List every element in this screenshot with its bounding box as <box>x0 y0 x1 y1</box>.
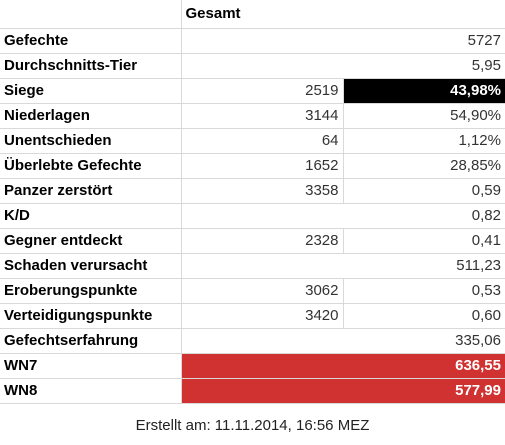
row-value-relative: 0,59 <box>343 178 505 204</box>
row-value-absolute: 64 <box>181 128 344 154</box>
row-value-relative: 54,90% <box>343 103 505 129</box>
row-kd: K/D 0,82 <box>0 203 505 229</box>
row-label: Verteidigungspunkte <box>0 303 182 329</box>
row-value-relative: 0,60 <box>343 303 505 329</box>
row-label: Eroberungspunkte <box>0 278 182 304</box>
row-value-relative: 5727 <box>181 28 505 54</box>
row-value-absolute: 3062 <box>181 278 344 304</box>
row-schaden-verursacht: Schaden verursacht 511,23 <box>0 253 505 279</box>
row-value-absolute: 3358 <box>181 178 344 204</box>
column-header-gesamt: Gesamt <box>181 0 505 29</box>
row-value-absolute: 2519 <box>181 78 344 104</box>
row-label: Gefechtserfahrung <box>0 328 182 354</box>
row-label: Schaden verursacht <box>0 253 182 279</box>
row-siege: Siege 2519 43,98% <box>0 78 505 104</box>
row-label: WN7 <box>0 353 182 379</box>
row-value-relative: 28,85% <box>343 153 505 179</box>
row-label: Durchschnitts-Tier <box>0 53 182 79</box>
row-label: Niederlagen <box>0 103 182 129</box>
row-label: Gegner entdeckt <box>0 228 182 254</box>
row-value-absolute: 2328 <box>181 228 344 254</box>
row-label: K/D <box>0 203 182 229</box>
row-value-relative: 511,23 <box>181 253 505 279</box>
row-panzer-zerstoert: Panzer zerstört 3358 0,59 <box>0 178 505 204</box>
row-value-relative-highlight: 577,99 <box>181 378 505 404</box>
stats-table: Gesamt Gefechte 5727 Durchschnitts-Tier … <box>0 0 505 404</box>
row-niederlagen: Niederlagen 3144 54,90% <box>0 103 505 129</box>
row-durchschnitts-tier: Durchschnitts-Tier 5,95 <box>0 53 505 79</box>
row-eroberungspunkte: Eroberungspunkte 3062 0,53 <box>0 278 505 304</box>
row-label: Siege <box>0 78 182 104</box>
row-label: Panzer zerstört <box>0 178 182 204</box>
row-value-relative: 0,53 <box>343 278 505 304</box>
row-gefechte: Gefechte 5727 <box>0 28 505 54</box>
row-ueberlebte-gefechte: Überlebte Gefechte 1652 28,85% <box>0 153 505 179</box>
row-value-relative-highlight: 636,55 <box>181 353 505 379</box>
row-verteidigungspunkte: Verteidigungspunkte 3420 0,60 <box>0 303 505 329</box>
row-value-relative: 335,06 <box>181 328 505 354</box>
row-gefechtserfahrung: Gefechtserfahrung 335,06 <box>0 328 505 354</box>
row-label: Gefechte <box>0 28 182 54</box>
row-value-relative: 5,95 <box>181 53 505 79</box>
row-value-relative: 0,41 <box>343 228 505 254</box>
row-label: Überlebte Gefechte <box>0 153 182 179</box>
row-label: Unentschieden <box>0 128 182 154</box>
created-timestamp: Erstellt am: 11.11.2014, 16:56 MEZ <box>135 417 370 434</box>
row-wn8: WN8 577,99 <box>0 378 505 404</box>
row-value-absolute: 3144 <box>181 103 344 129</box>
row-label: WN8 <box>0 378 182 404</box>
row-value-relative-highlight: 43,98% <box>343 78 505 104</box>
row-unentschieden: Unentschieden 64 1,12% <box>0 128 505 154</box>
table-header-row: Gesamt <box>0 0 505 29</box>
row-value-relative: 1,12% <box>343 128 505 154</box>
row-wn7: WN7 636,55 <box>0 353 505 379</box>
row-value-absolute: 1652 <box>181 153 344 179</box>
header-empty-cell <box>0 0 182 29</box>
row-value-relative: 0,82 <box>181 203 505 229</box>
row-value-absolute: 3420 <box>181 303 344 329</box>
row-gegner-entdeckt: Gegner entdeckt 2328 0,41 <box>0 228 505 254</box>
